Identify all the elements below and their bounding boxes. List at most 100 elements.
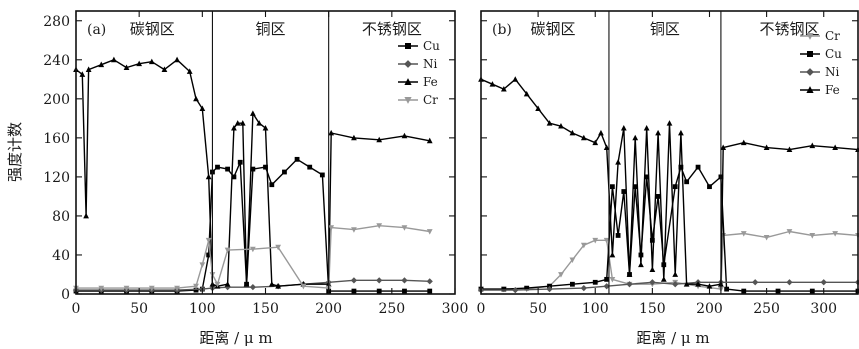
data-point — [666, 120, 673, 126]
data-point — [402, 288, 407, 294]
data-point — [328, 225, 335, 231]
data-point — [832, 144, 839, 151]
x-tick-label: 150 — [639, 301, 666, 317]
series-fe — [73, 56, 433, 289]
zone-label: 碳钢区 — [530, 20, 575, 38]
data-point — [489, 81, 496, 87]
series-line-fe — [75, 59, 430, 287]
data-point — [351, 288, 357, 294]
legend-marker — [404, 97, 412, 104]
y-tick-label: 160 — [43, 131, 70, 147]
legend-marker — [806, 33, 814, 40]
data-point — [598, 129, 604, 136]
data-point — [621, 189, 627, 194]
data-point — [300, 283, 307, 290]
data-point — [205, 237, 212, 244]
data-point — [136, 60, 143, 67]
legend-entry: Fe — [423, 75, 438, 89]
data-point — [603, 144, 610, 151]
data-point — [604, 276, 610, 282]
y-tick-label: 200 — [43, 92, 70, 108]
data-point — [615, 233, 621, 238]
data-point — [620, 124, 627, 131]
data-point — [205, 173, 212, 180]
data-point — [672, 271, 679, 277]
data-point — [224, 247, 231, 254]
data-point — [193, 283, 199, 290]
data-point — [376, 288, 382, 294]
x-tick-label: 250 — [378, 301, 405, 317]
data-point — [740, 231, 747, 237]
data-point — [193, 95, 199, 102]
data-point — [193, 287, 199, 293]
data-point — [775, 288, 781, 294]
data-point — [161, 66, 168, 72]
data-point — [376, 277, 383, 284]
x-tick-label: 150 — [252, 301, 279, 317]
data-point — [426, 229, 433, 235]
data-point — [243, 281, 250, 287]
data-point — [720, 144, 727, 151]
data-point — [655, 129, 661, 136]
data-point — [672, 281, 679, 288]
data-point — [592, 139, 599, 146]
plot-frame-b — [480, 10, 859, 295]
zone-label: 铜区 — [256, 20, 286, 38]
y-tick-label: 120 — [43, 170, 70, 186]
data-point — [626, 271, 633, 277]
data-point — [649, 279, 656, 286]
data-point — [351, 134, 357, 141]
legend-marker — [404, 78, 412, 85]
panel-label-b: (b) — [492, 22, 512, 38]
data-point — [249, 246, 256, 253]
data-point — [809, 233, 816, 239]
legend-entry: Ni — [825, 65, 840, 79]
data-point — [809, 142, 816, 149]
data-point — [580, 242, 587, 249]
data-point — [558, 272, 564, 278]
data-point — [249, 284, 256, 291]
data-point — [215, 164, 220, 170]
data-point — [695, 281, 701, 287]
data-point — [98, 61, 105, 68]
legend-marker — [807, 51, 813, 57]
data-point — [615, 159, 621, 165]
data-point — [85, 66, 92, 72]
data-point — [174, 285, 180, 292]
data-point — [263, 164, 268, 170]
data-point — [174, 56, 180, 63]
data-point — [740, 139, 747, 146]
data-point — [569, 257, 576, 263]
data-point — [724, 286, 730, 292]
legend-marker — [806, 86, 814, 93]
data-point — [148, 58, 155, 65]
panel-label-a: (a) — [87, 22, 106, 38]
legend-entry: Fe — [825, 83, 840, 97]
data-point — [820, 279, 827, 286]
data-point — [763, 144, 770, 151]
series-fe — [478, 76, 859, 289]
data-point — [695, 164, 701, 170]
data-point — [401, 132, 408, 139]
panel-b: 碳钢区 铜区 不锈钢区 0 50 100 150 200 250 300 (b) Cr Cu Ni F… — [477, 10, 859, 347]
data-point — [609, 184, 615, 190]
series-cu — [478, 164, 859, 294]
x-tick-label: 300 — [810, 301, 837, 317]
plot-frame-a — [75, 10, 456, 295]
y-tick-label: 240 — [43, 53, 70, 69]
data-point — [678, 129, 684, 136]
data-point — [401, 225, 408, 231]
data-point — [319, 172, 325, 178]
data-point — [706, 283, 713, 289]
data-point — [351, 227, 357, 233]
legend-entry: Cr — [423, 93, 438, 107]
data-point — [239, 120, 246, 126]
panel-a: 碳钢区 铜区 不锈钢区 0 40 80 120 160 200 240 280 0 50 100 150… — [6, 10, 468, 347]
data-point — [786, 229, 793, 235]
data-point — [649, 266, 656, 273]
data-point — [328, 129, 335, 136]
data-point — [644, 174, 650, 180]
data-point — [231, 174, 237, 180]
legend-marker — [806, 68, 814, 76]
